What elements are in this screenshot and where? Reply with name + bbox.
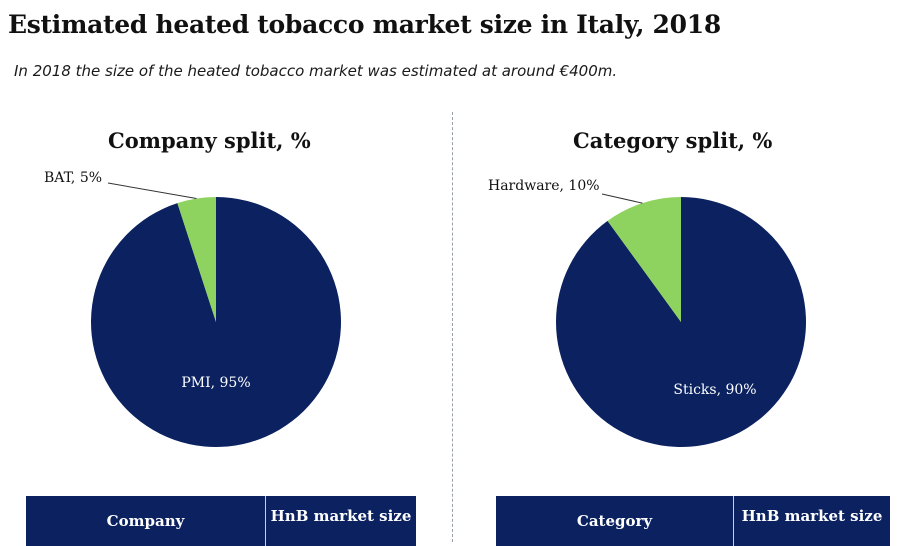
category-label-sticks: Sticks, 90% <box>673 382 756 398</box>
company-leader-line <box>107 182 197 200</box>
category-table-header: Category HnB market size <box>496 496 890 546</box>
category-label-hardware: Hardware, 10% <box>488 178 600 194</box>
company-table-header: Company HnB market size <box>26 496 416 546</box>
company-slice-bat <box>177 197 216 322</box>
category-chart-title: Category split, % <box>573 128 773 153</box>
page-title: Estimated heated tobacco market size in … <box>8 10 721 39</box>
company-pie-chart: BAT, 5% PMI, 95% <box>44 170 342 448</box>
category-slice-hardware <box>607 197 681 322</box>
category-leader-line <box>601 193 643 204</box>
company-label-pmi: PMI, 95% <box>181 375 250 391</box>
company-column-header: Company <box>26 496 266 546</box>
company-slice-pmi <box>91 197 342 448</box>
category-market-size-header: HnB market size <box>741 507 883 525</box>
page-subtitle: In 2018 the size of the heated tobacco m… <box>14 62 618 80</box>
category-column-header: Category <box>496 496 734 546</box>
company-chart-title: Company split, % <box>108 128 311 153</box>
company-label-bat: BAT, 5% <box>44 170 102 186</box>
panel-divider <box>452 112 453 542</box>
category-pie-chart: Hardware, 10% Sticks, 90% <box>488 178 806 447</box>
company-market-size-header: HnB market size <box>270 507 412 525</box>
